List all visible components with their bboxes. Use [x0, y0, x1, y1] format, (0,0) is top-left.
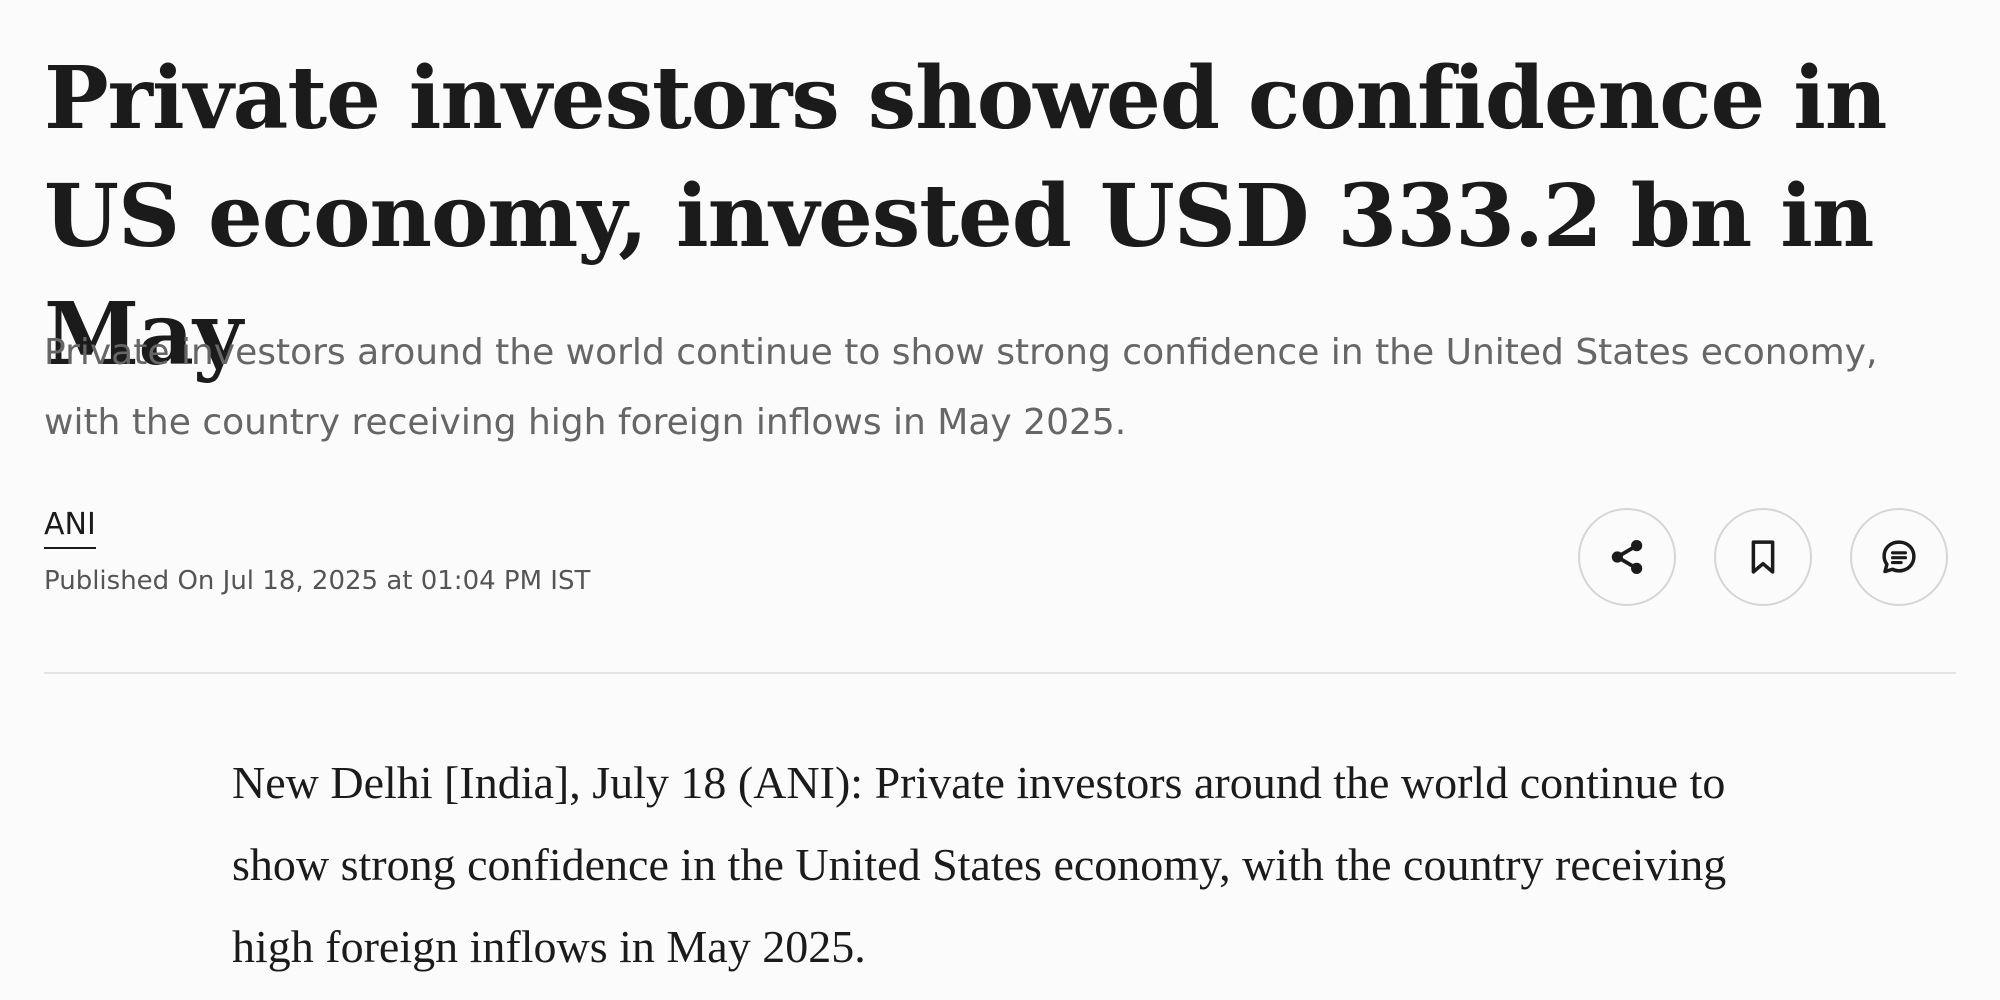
article-headline: Private investors showed confidence in U…: [44, 48, 1887, 385]
article-body-paragraph: New Delhi [India], July 18 (ANI): Privat…: [232, 757, 1727, 972]
share-button[interactable]: [1578, 508, 1676, 606]
published-date: Published On Jul 18, 2025 at 01:04 PM IS…: [44, 566, 591, 596]
divider: [44, 672, 1956, 674]
author-link[interactable]: ANI: [44, 505, 96, 549]
comment-button[interactable]: [1850, 508, 1948, 606]
article-actions: [1578, 508, 1948, 606]
share-icon: [1611, 540, 1643, 574]
article-standfirst: Private investors around the world conti…: [44, 332, 1878, 443]
comment-icon: [1882, 540, 1916, 574]
byline: ANI Published On Jul 18, 2025 at 01:04 P…: [44, 505, 590, 599]
bookmark-button[interactable]: [1714, 508, 1812, 606]
bookmark-icon: [1751, 540, 1775, 574]
